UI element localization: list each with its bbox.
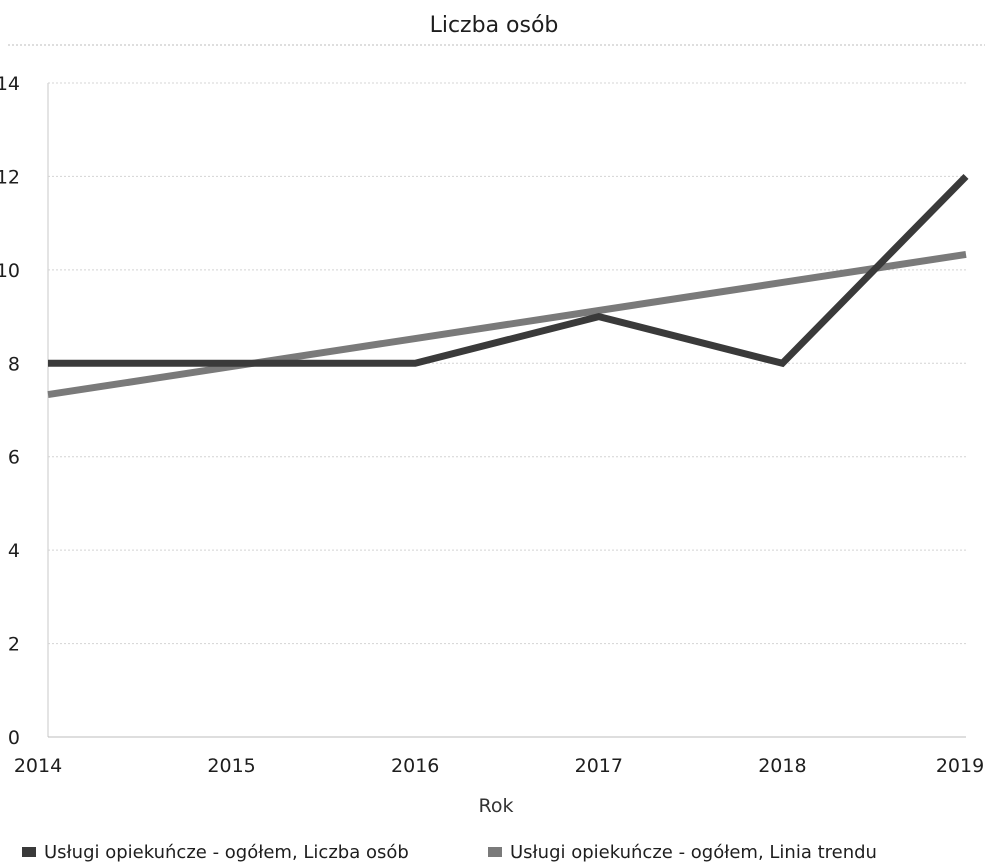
series-line-liczba-osob <box>48 173 969 368</box>
y-tick-label: 4 <box>8 540 20 562</box>
legend: Usługi opiekuńcze - ogółem, Liczba osób U… <box>22 842 877 863</box>
x-tick-label: 2019 <box>936 755 984 777</box>
y-tick-label: 0 <box>8 727 20 749</box>
y-tick-label: 12 <box>0 166 20 188</box>
chart-title: Liczba osób <box>430 13 559 38</box>
y-axis-ticks: 0 2 4 6 8 10 12 14 <box>0 73 20 749</box>
y-tick-label: 10 <box>0 260 20 282</box>
y-tick-label: 2 <box>8 634 20 656</box>
y-tick-label: 14 <box>0 73 20 95</box>
series-line-linia-trendu <box>47 250 967 399</box>
legend-label: Usługi opiekuńcze - ogółem, Linia trendu <box>510 842 877 863</box>
y-tick-label: 6 <box>8 447 20 469</box>
legend-label: Usługi opiekuńcze - ogółem, Liczba osób <box>44 842 409 863</box>
grid-lines <box>47 82 966 738</box>
y-tick-label: 8 <box>8 353 20 375</box>
series-lines <box>47 173 969 399</box>
x-tick-label: 2015 <box>207 755 255 777</box>
x-tick-label: 2017 <box>575 755 623 777</box>
x-axis-ticks: 2014 2015 2016 2017 2018 2019 <box>14 755 984 777</box>
x-tick-label: 2018 <box>758 755 806 777</box>
x-tick-label: 2016 <box>391 755 439 777</box>
x-tick-label: 2014 <box>14 755 62 777</box>
legend-swatch-liczba-osob <box>22 847 36 857</box>
legend-swatch-linia-trendu <box>488 847 502 857</box>
x-axis-label: Rok <box>479 795 514 817</box>
